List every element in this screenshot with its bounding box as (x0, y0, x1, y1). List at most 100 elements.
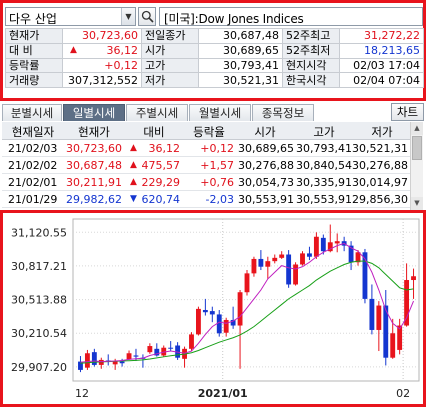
candle-body (286, 254, 292, 285)
candle-body (251, 258, 257, 274)
tab-daily[interactable]: 일별시세 (63, 104, 125, 121)
value-prev-close: 30,687,48 (198, 28, 283, 44)
candle-body (355, 252, 361, 263)
cell-price: 29,982,62 (66, 193, 122, 206)
candle-body (168, 347, 174, 349)
candle-body (369, 298, 375, 330)
cell-change: 475,57 (141, 159, 181, 172)
cell-high: 30,840,54 (296, 159, 352, 172)
label-local-time: 현지시각 (282, 57, 340, 74)
market-combo[interactable]: 다우 산업 ▼ (5, 7, 136, 26)
table-scrollbar[interactable]: ▲ ▼ (410, 122, 423, 210)
cell-rate: +0,12 (200, 142, 234, 155)
cell-open: 30,276,88 (238, 159, 294, 172)
header-change[interactable]: 대비 (143, 125, 165, 139)
header-low[interactable]: 저가 (371, 125, 393, 139)
header-date[interactable]: 현재일자 (11, 125, 55, 139)
quote-row-change: 대 비 ▲ 36,12 시가 30,689,65 52주최저 18,213,65 (5, 42, 424, 59)
value-korea-time: 02/04 07:04 (339, 72, 424, 89)
cell-rate: +0,76 (200, 176, 234, 189)
candle-body (411, 276, 416, 281)
triangle-up-icon: ▲ (70, 45, 77, 56)
search-button[interactable] (138, 7, 156, 26)
candle-body (196, 308, 201, 335)
header-high[interactable]: 고가 (313, 125, 335, 139)
cell-low: 30,276,88 (352, 159, 408, 172)
chart-panel[interactable]: 31,120.55 30,817.21 30,513.88 30,210.54 29,9… (0, 210, 426, 407)
y-tick-label: 30,210.54 (11, 327, 67, 340)
tab-bar: 분별시세 일별시세 주별시세 월별시세 종목정보 차트 (2, 103, 424, 122)
triangle-down-icon: ▼ (130, 194, 137, 204)
label-52w-low: 52주최저 (282, 42, 340, 59)
y-tick-label: 30,817.21 (11, 260, 67, 273)
cell-rate: -2,03 (205, 193, 234, 206)
tab-stock-info[interactable]: 종목정보 (252, 104, 314, 121)
candle-body (202, 309, 208, 313)
index-name-field[interactable]: [미국]:Dow Jones Indices (159, 7, 423, 26)
value-current-price: 30,723,60 (62, 28, 142, 44)
candlestick-chart[interactable]: 31,120.55 30,817.21 30,513.88 30,210.54 29,9… (3, 213, 423, 404)
cell-rate: +1,57 (200, 159, 234, 172)
candle-body (154, 348, 160, 356)
candle-body (279, 254, 285, 258)
candle-body (175, 345, 181, 358)
header-price[interactable]: 현재가 (78, 125, 110, 139)
candle-body (390, 333, 396, 358)
candle-body (383, 305, 389, 358)
candle-body (293, 264, 298, 285)
candle-body (320, 237, 326, 252)
cell-change: 229,29 (141, 176, 181, 189)
table-row[interactable]: 21/02/03 30,723,60 ▲ 36,12 +0,12 30,689,… (2, 140, 410, 157)
y-tick-label: 29,907.20 (11, 361, 67, 374)
cell-open: 30,689,65 (238, 142, 294, 155)
tab-monthly[interactable]: 월별시세 (189, 104, 251, 121)
candle-body (126, 353, 132, 360)
candle-body (300, 253, 305, 265)
candle-body (112, 361, 118, 365)
quote-table: 현재가 30,723,60 전일종가 30,687,48 52주최고 31,27… (5, 28, 424, 89)
market-name: 다우 산업 (9, 12, 57, 26)
tab-minute[interactable]: 분별시세 (2, 104, 62, 121)
y-tick-label: 30,513.88 (11, 294, 67, 307)
candle-body (362, 252, 368, 299)
header-rate[interactable]: 등락율 (193, 125, 225, 139)
x-tick-label: 2021/01 (198, 387, 248, 400)
candle-body (313, 236, 319, 257)
quote-row-rate: 등락률 +0,12 고가 30,793,41 현지시각 02/03 17:04 (5, 57, 424, 74)
header-open[interactable]: 시가 (254, 125, 276, 139)
tab-weekly[interactable]: 주별시세 (126, 104, 188, 121)
scroll-down-icon[interactable]: ▼ (411, 197, 423, 210)
scroll-up-icon[interactable]: ▲ (411, 122, 423, 135)
candle-body (133, 355, 139, 357)
cell-price: 30,211,91 (66, 176, 122, 189)
candle-body (307, 253, 312, 257)
candle-body (334, 241, 340, 244)
candle-body (209, 311, 215, 315)
label-prev-close: 전일종가 (141, 28, 199, 44)
triangle-up-icon: ▲ (130, 143, 137, 153)
quote-panel: 다우 산업 ▼ [미국]:Dow Jones Indices 현재가 30,72… (0, 0, 426, 101)
chart-button[interactable]: 차트 (391, 103, 424, 121)
cell-high: 30,335,91 (296, 176, 352, 189)
value-52w-low: 18,213,65 (339, 42, 424, 59)
cell-date: 21/02/03 (8, 142, 58, 155)
cell-date: 21/01/29 (8, 193, 58, 206)
search-row: 다우 산업 ▼ [미국]:Dow Jones Indices (5, 5, 423, 27)
triangle-up-icon: ▲ (130, 177, 137, 187)
moving-average-short (80, 242, 414, 363)
chevron-down-icon[interactable]: ▼ (121, 8, 135, 25)
cell-price: 30,723,60 (66, 142, 122, 155)
cell-high: 30,553,91 (296, 193, 352, 206)
cell-change: 620,74 (141, 193, 181, 206)
table-row[interactable]: 21/01/29 29,982,62 ▼ 620,74 -2,03 30,553… (2, 191, 410, 208)
candle-body (189, 334, 194, 349)
scroll-thumb[interactable] (412, 136, 422, 160)
index-name: [미국]:Dow Jones Indices (164, 12, 304, 26)
search-icon (141, 10, 154, 23)
y-tick-label: 31,120.55 (11, 226, 67, 239)
label-rate: 등락률 (5, 57, 63, 74)
table-row[interactable]: 21/02/02 30,687,48 ▲ 475,57 +1,57 30,276… (2, 157, 410, 174)
table-row[interactable]: 21/02/01 30,211,91 ▲ 229,29 +0,76 30,054… (2, 174, 410, 191)
cell-open: 30,054,73 (238, 176, 294, 189)
candle-body (404, 280, 410, 326)
